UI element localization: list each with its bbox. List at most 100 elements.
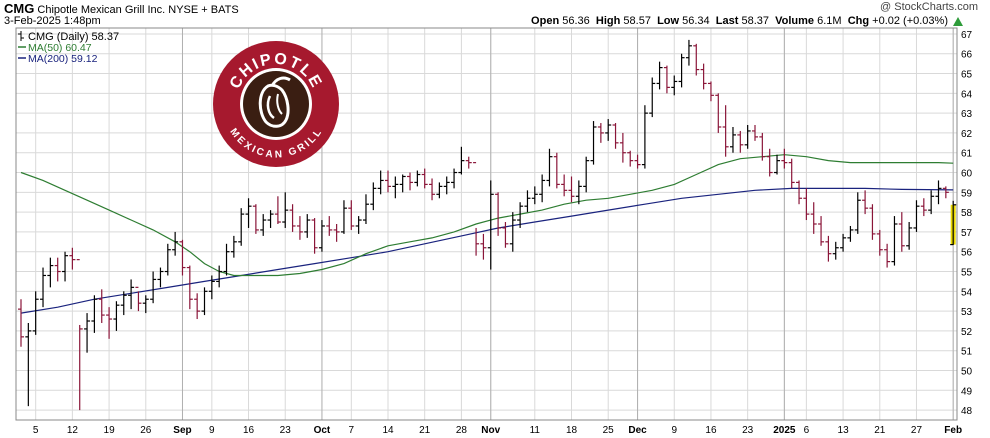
ohlc-bar bbox=[216, 265, 223, 288]
y-tick-label: 66 bbox=[961, 50, 973, 61]
x-tick-label: 26 bbox=[140, 425, 152, 436]
ohlc-bar bbox=[950, 200, 957, 246]
ohlc-bar bbox=[561, 174, 568, 197]
ohlc-bar bbox=[370, 182, 377, 211]
legend-item-price: CMG (Daily) 58.37 bbox=[18, 31, 119, 43]
ohlc-bar bbox=[348, 200, 355, 230]
ohlc-bar bbox=[304, 214, 311, 238]
volume-value: 6.1M bbox=[817, 15, 842, 27]
ohlc-bar bbox=[818, 216, 825, 246]
ohlc-bar bbox=[157, 267, 164, 288]
x-tick-label: 27 bbox=[911, 425, 923, 436]
x-tick-label: 2025 bbox=[773, 425, 796, 436]
ohlc-bar bbox=[825, 235, 832, 262]
ohlc-bar bbox=[884, 243, 891, 268]
ohlc-bar bbox=[840, 233, 847, 252]
ohlc-bar bbox=[40, 267, 47, 308]
ohlc-bar bbox=[18, 299, 24, 347]
x-tick-label: 23 bbox=[742, 425, 754, 436]
copyright: @ StockCharts.com bbox=[880, 1, 978, 13]
ohlc-bar bbox=[891, 216, 898, 266]
ohlc-bar bbox=[803, 188, 810, 221]
ohlc-bar bbox=[238, 208, 245, 246]
last-value: 58.37 bbox=[741, 15, 769, 27]
x-tick-label: 9 bbox=[671, 425, 677, 436]
plot-frame bbox=[15, 27, 958, 421]
x-tick-label: Nov bbox=[481, 425, 500, 436]
ohlc-bar bbox=[311, 218, 318, 254]
ohlc-bar bbox=[553, 152, 560, 189]
x-tick-label: Feb bbox=[944, 425, 962, 436]
ohlc-bar bbox=[465, 156, 472, 169]
ohlc-bar bbox=[862, 190, 869, 215]
x-tick-label: 21 bbox=[419, 425, 431, 436]
x-tick-label: 9 bbox=[209, 425, 215, 436]
ohlc-bar bbox=[509, 212, 516, 252]
x-axis: 5 12 19 26 Sep 9 16 23 Oct 7 14 21 28 Nov 11 18 25 Dec 9 16… bbox=[33, 425, 962, 436]
ohlc-bar bbox=[722, 105, 729, 157]
ohlc-bar bbox=[876, 229, 883, 256]
x-tick-label: 5 bbox=[33, 425, 39, 436]
high-value: 58.57 bbox=[623, 15, 651, 27]
ohlc-bar bbox=[385, 170, 391, 193]
ohlc-bar bbox=[568, 176, 575, 203]
last-label: Last bbox=[715, 15, 739, 27]
ohlc-bar bbox=[377, 170, 384, 195]
ohlc-bar bbox=[326, 216, 333, 236]
legend-ma200-text: MA(200) 59.12 bbox=[28, 53, 98, 65]
ohlc-bar bbox=[729, 126, 736, 153]
ohlc-bar bbox=[436, 182, 443, 199]
ohlc-bar bbox=[656, 61, 663, 90]
ohlc-bar bbox=[612, 123, 619, 149]
ohlc-bar bbox=[524, 190, 531, 213]
ohlc-bar bbox=[546, 148, 553, 187]
logo-center bbox=[243, 71, 309, 137]
ohlc-bar bbox=[252, 204, 259, 234]
y-tick-label: 63 bbox=[961, 109, 973, 120]
ohlc-bar bbox=[274, 196, 281, 224]
ohlc-bar bbox=[223, 243, 230, 276]
ohlc-bar bbox=[362, 194, 369, 224]
x-tick-label: 16 bbox=[705, 425, 717, 436]
ohlc-bar bbox=[913, 200, 920, 232]
grid bbox=[16, 28, 957, 420]
y-axis: 48 49 50 51 52 53 54 55 56 57 58 59 60 61 62 63 64 65 66 67 bbox=[961, 30, 973, 417]
ohlc-bar bbox=[575, 180, 582, 205]
x-tick-label: 16 bbox=[243, 425, 255, 436]
ohlc-bar bbox=[707, 81, 714, 102]
ohlc-bar bbox=[752, 125, 758, 141]
ohlc-bar bbox=[487, 180, 494, 270]
ohlc-bar bbox=[142, 295, 149, 314]
ohlc-bar bbox=[685, 39, 692, 66]
ohlc-bar bbox=[619, 132, 626, 163]
ohlc-bar bbox=[392, 176, 399, 199]
x-tick-label: Oct bbox=[314, 425, 331, 436]
ohlc-bar bbox=[296, 216, 303, 240]
ohlc-bar bbox=[267, 210, 274, 228]
legend-price-text: CMG (Daily) 58.37 bbox=[28, 31, 119, 43]
change-label: Chg bbox=[847, 15, 870, 27]
ohlc-bar bbox=[98, 289, 105, 323]
ohlc-bar bbox=[282, 192, 289, 228]
ohlc-bar bbox=[906, 222, 913, 250]
volume-label: Volume bbox=[775, 15, 815, 27]
symbol: CMG bbox=[4, 1, 35, 16]
ohlc-bar bbox=[597, 123, 604, 143]
ohlc-bar bbox=[590, 121, 597, 165]
legend-item-ma50: MA(50) 60.47 bbox=[18, 42, 92, 54]
ohlc-bar bbox=[847, 225, 854, 242]
ohlc-bar bbox=[898, 212, 905, 252]
y-tick-label: 51 bbox=[961, 347, 973, 358]
ohlc-bar bbox=[539, 174, 546, 203]
company-name: Chipotle Mexican Grill Inc. bbox=[37, 4, 166, 16]
ohlc-bar bbox=[407, 172, 414, 191]
ohlc-bar bbox=[517, 202, 524, 228]
x-tick-label: 7 bbox=[349, 425, 355, 436]
ma50-line bbox=[20, 154, 954, 277]
ohlc-bar bbox=[333, 224, 340, 242]
ohlc-bar bbox=[641, 105, 648, 169]
legend-item-ma200: MA(200) 59.12 bbox=[18, 53, 98, 65]
ohlc-bar bbox=[179, 239, 186, 276]
y-tick-label: 55 bbox=[961, 268, 973, 279]
